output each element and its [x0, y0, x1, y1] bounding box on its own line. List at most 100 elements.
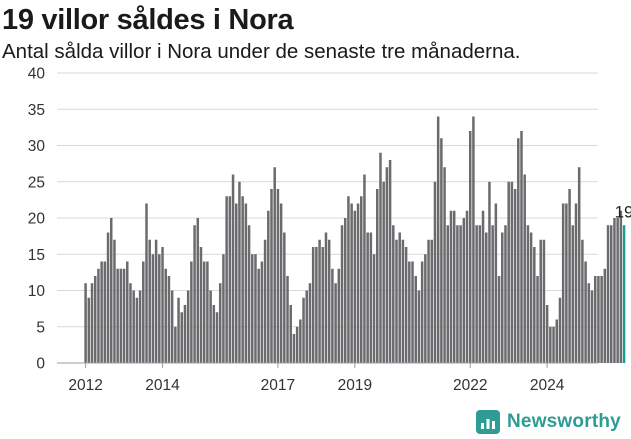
bar	[273, 167, 276, 363]
y-tick-label: 30	[28, 138, 46, 155]
bar	[254, 254, 257, 363]
bar	[129, 283, 132, 363]
bar	[526, 225, 530, 363]
bar	[196, 218, 200, 363]
bar	[353, 210, 357, 363]
bar	[555, 319, 559, 363]
bar	[267, 210, 270, 363]
bar	[350, 203, 353, 363]
bar	[132, 290, 135, 363]
bar	[283, 232, 286, 363]
bar-latest	[622, 225, 626, 363]
bar	[411, 261, 414, 363]
bar	[609, 225, 613, 363]
bar	[462, 218, 466, 363]
bar	[558, 297, 562, 363]
bar	[366, 232, 369, 363]
bar	[103, 261, 107, 363]
bar	[363, 174, 366, 363]
bar	[321, 247, 325, 363]
x-tick-label: 2014	[145, 377, 180, 394]
bar	[251, 254, 254, 363]
bar	[257, 268, 260, 363]
bar	[109, 218, 113, 363]
bar	[299, 319, 302, 363]
bar	[584, 261, 587, 363]
bar	[190, 261, 193, 363]
bar	[206, 261, 209, 363]
bar	[542, 239, 546, 363]
y-tick-label: 0	[36, 356, 45, 373]
bar	[459, 225, 462, 363]
bar	[501, 232, 504, 363]
y-tick-label: 5	[36, 319, 45, 336]
bar	[404, 247, 408, 363]
bar	[295, 326, 299, 363]
bar	[113, 239, 116, 363]
bar	[193, 225, 196, 363]
bar	[234, 203, 238, 363]
bar	[292, 334, 296, 363]
bar	[472, 116, 475, 363]
bar	[401, 239, 405, 363]
bar	[443, 167, 446, 363]
bar	[619, 210, 623, 363]
y-tick-label: 10	[28, 283, 46, 300]
bar	[603, 268, 607, 363]
last-value-label: 19	[615, 202, 631, 221]
bar	[331, 268, 334, 363]
bar	[568, 189, 571, 363]
brand-name: Newsworthy	[507, 411, 621, 432]
bar	[395, 239, 398, 363]
bar	[84, 283, 87, 363]
bar	[154, 239, 158, 363]
bar	[587, 283, 591, 363]
bar	[308, 283, 312, 363]
bar	[536, 276, 539, 363]
bar	[539, 239, 542, 363]
bar	[318, 239, 321, 363]
x-tick-label: 2017	[261, 377, 295, 394]
bar	[484, 232, 488, 363]
bar	[398, 232, 401, 363]
bar	[520, 131, 523, 363]
bar	[488, 181, 491, 363]
bar	[613, 218, 616, 363]
bar	[356, 203, 360, 363]
bar	[343, 218, 347, 363]
y-tick-label: 20	[28, 211, 46, 228]
bar	[97, 268, 100, 363]
bar	[122, 268, 126, 363]
bar	[517, 138, 520, 363]
bar	[222, 254, 225, 363]
bar	[452, 210, 456, 363]
bar	[430, 239, 434, 363]
bar	[93, 276, 97, 363]
bar	[574, 203, 578, 363]
bar	[228, 196, 232, 363]
bar	[158, 254, 161, 363]
bar	[212, 305, 216, 363]
bar	[218, 283, 222, 363]
bar	[523, 174, 526, 363]
bar	[593, 276, 597, 363]
bar	[382, 181, 385, 363]
bar	[465, 210, 469, 363]
bar	[545, 305, 549, 363]
bar	[507, 181, 510, 363]
bar	[600, 276, 603, 363]
bar	[427, 239, 430, 363]
bar	[417, 290, 421, 363]
bar	[533, 247, 536, 363]
bar	[209, 290, 212, 363]
bar	[180, 312, 184, 363]
bar	[142, 261, 145, 363]
bar	[597, 276, 600, 363]
bar	[376, 189, 379, 363]
bar	[135, 297, 139, 363]
x-tick-label: 2024	[530, 377, 565, 394]
bar	[420, 261, 424, 363]
bar	[286, 276, 289, 363]
bar	[388, 160, 392, 363]
bar	[186, 290, 190, 363]
